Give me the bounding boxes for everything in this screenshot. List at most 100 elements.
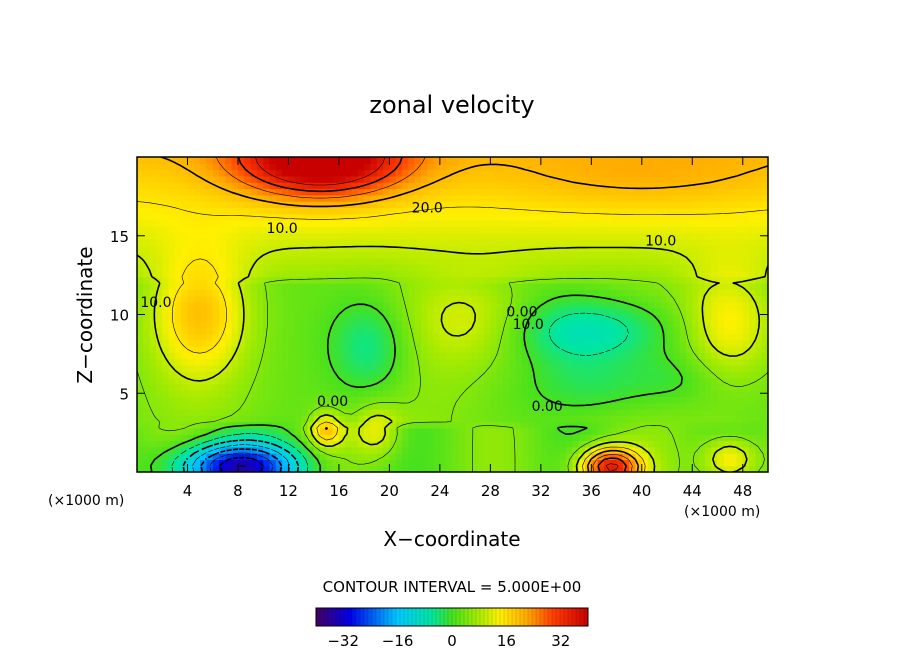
field-cell	[155, 446, 163, 454]
field-cell	[629, 396, 637, 404]
field-cell	[597, 226, 605, 234]
field-cell	[338, 220, 346, 227]
field-cell	[212, 383, 220, 391]
field-cell	[212, 314, 220, 322]
field-cell	[452, 232, 460, 240]
field-cell	[332, 364, 340, 372]
field-cell	[692, 459, 700, 467]
field-cell	[755, 283, 763, 290]
field-cell	[723, 157, 731, 164]
field-cell	[572, 308, 580, 316]
field-cell	[389, 390, 397, 397]
field-cell	[616, 453, 624, 460]
field-cell	[673, 377, 681, 385]
field-cell	[389, 232, 397, 240]
field-cell	[155, 390, 163, 397]
field-cell	[168, 352, 176, 360]
field-cell	[490, 175, 498, 183]
field-cell	[345, 427, 353, 435]
field-cell	[376, 301, 384, 309]
field-cell	[477, 238, 485, 246]
field-cell	[301, 194, 308, 202]
field-cell	[332, 194, 340, 202]
field-cell	[540, 157, 548, 164]
field-cell	[250, 157, 258, 164]
field-cell	[200, 358, 208, 366]
field-cell	[629, 402, 637, 410]
field-cell	[673, 301, 681, 309]
field-cell	[433, 453, 441, 460]
field-cell	[307, 364, 315, 372]
field-cell	[698, 194, 706, 202]
field-cell	[742, 289, 750, 297]
field-cell	[629, 182, 637, 190]
field-cell	[547, 352, 555, 360]
field-cell	[275, 245, 283, 253]
field-cell	[553, 415, 561, 423]
field-cell	[660, 169, 668, 177]
field-cell	[528, 226, 536, 234]
field-cell	[357, 308, 365, 316]
field-cell	[534, 434, 542, 442]
field-cell	[319, 459, 327, 467]
field-cell	[629, 175, 637, 183]
field-cell	[635, 440, 643, 448]
field-cell	[635, 352, 643, 360]
field-cell	[654, 402, 662, 410]
field-cell	[515, 232, 523, 240]
field-cell	[723, 427, 731, 435]
field-cell	[521, 251, 529, 259]
field-cell	[685, 175, 693, 183]
field-cell	[742, 427, 750, 435]
field-cell	[370, 301, 378, 309]
field-cell	[496, 188, 504, 196]
field-cell	[338, 453, 346, 460]
field-cell	[231, 459, 239, 467]
field-cell	[679, 358, 687, 366]
field-cell	[364, 346, 372, 353]
field-cell	[237, 453, 245, 460]
field-cell	[439, 358, 447, 366]
field-cell	[540, 415, 548, 423]
field-cell	[250, 327, 258, 334]
field-cell	[667, 371, 674, 379]
field-cell	[408, 308, 416, 316]
field-cell	[711, 383, 719, 391]
field-cell	[471, 434, 479, 442]
field-cell	[496, 333, 504, 341]
field-cell	[616, 289, 624, 297]
field-cell	[458, 446, 466, 454]
field-cell	[338, 415, 346, 423]
field-cell	[301, 257, 308, 265]
field-cell	[200, 453, 208, 460]
field-cell	[427, 415, 435, 423]
field-cell	[231, 188, 239, 196]
field-cell	[269, 257, 277, 265]
field-cell	[225, 226, 233, 234]
field-cell	[256, 320, 264, 328]
field-cell	[357, 213, 365, 221]
field-cell	[162, 453, 170, 460]
field-cell	[534, 339, 542, 347]
field-cell	[698, 264, 706, 271]
field-cell	[237, 163, 245, 171]
field-cell	[610, 194, 618, 202]
field-cell	[553, 220, 561, 227]
field-cell	[187, 220, 195, 227]
field-cell	[231, 220, 239, 227]
field-cell	[408, 163, 416, 171]
field-cell	[275, 339, 283, 347]
field-cell	[566, 276, 573, 284]
field-cell	[597, 427, 605, 435]
field-cell	[237, 182, 245, 190]
field-cell	[547, 308, 555, 316]
field-cell	[143, 194, 151, 202]
field-cell	[364, 232, 372, 240]
field-cell	[553, 201, 561, 208]
field-cell	[357, 257, 365, 265]
field-cell	[547, 446, 555, 454]
field-cell	[679, 383, 687, 391]
field-cell	[641, 188, 649, 196]
field-cell	[635, 213, 643, 221]
field-cell	[616, 320, 624, 328]
